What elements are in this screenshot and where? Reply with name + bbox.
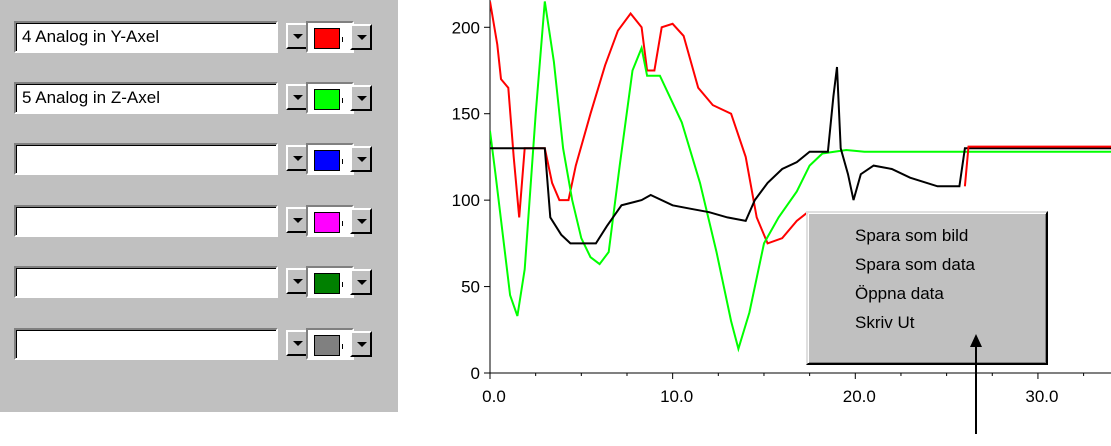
color-dropdown-button[interactable] xyxy=(350,208,372,234)
x-tick-label: 30.0 xyxy=(1025,387,1058,406)
color-swatch xyxy=(314,335,340,356)
menu-item-save-image[interactable]: Spara som bild xyxy=(855,226,969,245)
channel-color-picker[interactable] xyxy=(306,21,372,53)
line-chart[interactable]: 0 50 100 150 200 0.0 10.0 20.0 30.0 xyxy=(398,0,1111,412)
channel-dropdown-button[interactable] xyxy=(286,84,308,110)
color-dropdown-button[interactable] xyxy=(350,24,372,50)
color-dropdown-button[interactable] xyxy=(350,269,372,295)
series-line xyxy=(963,145,1111,187)
color-dropdown-button[interactable] xyxy=(350,331,372,357)
color-swatch xyxy=(314,273,340,294)
y-tick-label: 100 xyxy=(452,191,480,210)
channel-name-field[interactable] xyxy=(14,143,278,175)
channel-name-field[interactable]: 4 Analog in Y-Axel xyxy=(14,21,278,53)
menu-item-print[interactable]: Skriv Ut xyxy=(855,313,915,332)
channel-dropdown-button[interactable] xyxy=(286,207,308,233)
channel-dropdown-button[interactable] xyxy=(286,23,308,49)
series-line xyxy=(490,1,809,245)
context-menu: Spara som bild Spara som data Öppna data… xyxy=(806,211,1048,365)
y-tick-label: 50 xyxy=(461,278,480,297)
channel-color-picker[interactable] xyxy=(306,266,372,298)
channel-dropdown-button[interactable] xyxy=(286,330,308,356)
color-swatch xyxy=(314,212,340,233)
channel-color-picker[interactable] xyxy=(306,143,372,175)
y-tick-label: 150 xyxy=(452,105,480,124)
channel-name-field[interactable] xyxy=(14,328,278,360)
color-dropdown-button[interactable] xyxy=(350,85,372,111)
x-tick-label: 10.0 xyxy=(660,387,693,406)
channel-name-field[interactable]: 5 Analog in Z-Axel xyxy=(14,82,278,114)
channel-dropdown-button[interactable] xyxy=(286,268,308,294)
color-swatch xyxy=(314,28,340,49)
x-tick-label: 20.0 xyxy=(843,387,876,406)
channel-color-picker[interactable] xyxy=(306,82,372,114)
series-line xyxy=(490,1,1111,353)
channel-panel: 4 Analog in Y-Axel 5 Analog in Z-Axel xyxy=(0,0,398,412)
color-dropdown-button[interactable] xyxy=(350,146,372,172)
menu-item-save-data[interactable]: Spara som data xyxy=(855,255,976,274)
color-swatch xyxy=(314,89,340,110)
channel-dropdown-button[interactable] xyxy=(286,145,308,171)
channel-color-picker[interactable] xyxy=(306,205,372,237)
series-line xyxy=(490,66,1111,245)
color-swatch xyxy=(314,150,340,171)
y-tick-label: 0 xyxy=(471,364,480,383)
menu-item-open-data[interactable]: Öppna data xyxy=(855,284,944,303)
x-tick-label: 0.0 xyxy=(482,387,506,406)
channel-name-field[interactable] xyxy=(14,266,278,298)
mouse-pointer-arrow-icon xyxy=(970,334,982,434)
series-group xyxy=(490,1,1111,353)
channel-color-picker[interactable] xyxy=(306,328,372,360)
y-tick-label: 200 xyxy=(452,18,480,37)
channel-name-field[interactable] xyxy=(14,205,278,237)
